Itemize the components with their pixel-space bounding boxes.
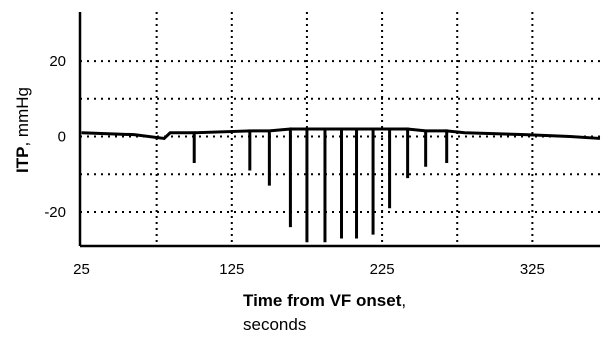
y-axis-label-bold: ITP xyxy=(13,147,32,173)
y-tick-label: -20 xyxy=(44,204,66,221)
x-tick-label: 25 xyxy=(73,261,90,278)
x-tick-label: 325 xyxy=(520,261,545,278)
x-tick-label: 225 xyxy=(370,261,395,278)
signal-line xyxy=(81,127,601,243)
x-axis-label-bold: Time from VF onset xyxy=(243,291,402,310)
x-axis-label: Time from VF onset, xyxy=(243,291,406,310)
y-tick-label: 20 xyxy=(49,53,66,70)
x-axis-label-rest: , xyxy=(401,291,406,310)
x-tick-label: 125 xyxy=(219,261,244,278)
y-axis-label-rest: , mmHg xyxy=(13,87,32,147)
y-tick-label: 0 xyxy=(58,129,66,146)
y-axis-label: ITP, mmHg xyxy=(13,87,32,173)
x-axis-label-line2: seconds xyxy=(243,315,306,334)
